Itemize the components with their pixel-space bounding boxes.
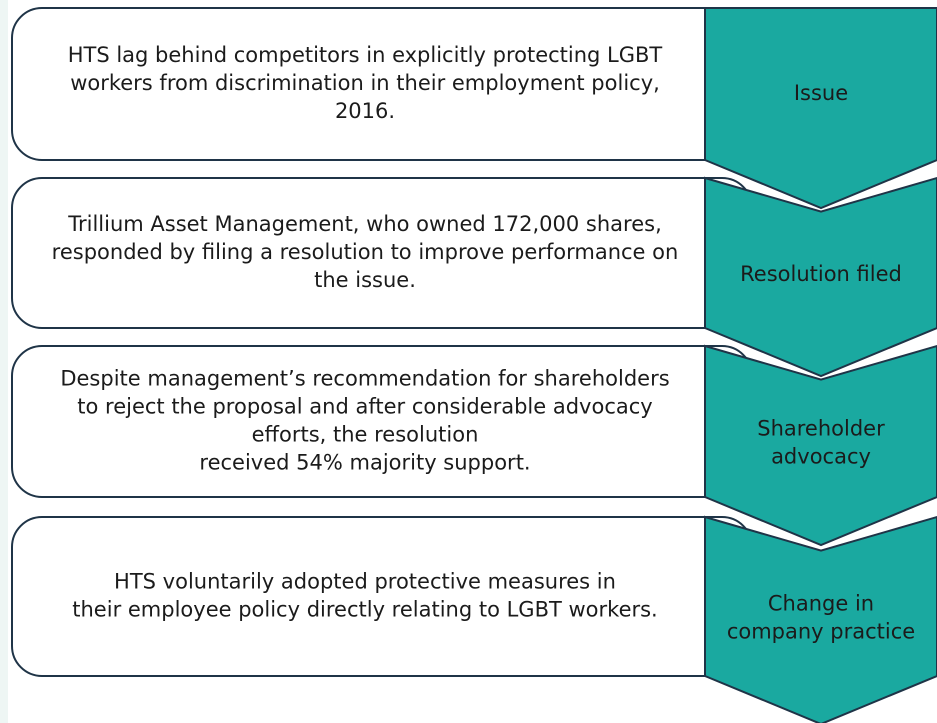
step-label: Issue (794, 81, 848, 105)
step-text: efforts, the resolution (252, 423, 479, 447)
step-label: advocacy (771, 445, 871, 469)
step-text: the issue. (314, 268, 416, 292)
step-box (11, 516, 753, 677)
edge-strip (0, 0, 8, 723)
step-label: company practice (727, 620, 915, 644)
step-text: workers from discrimination in their emp… (70, 71, 660, 95)
step-chevron (704, 176, 937, 378)
step-text: Trillium Asset Management, who owned 172… (67, 212, 662, 236)
step-text: 2016. (335, 99, 395, 123)
step-label: Change in (768, 592, 874, 616)
step-text: to reject the proposal and after conside… (77, 395, 652, 419)
step-text: received 54% majority support. (199, 451, 530, 475)
step-text: responded by filing a resolution to impr… (52, 240, 679, 264)
step-text: HTS lag behind competitors in explicitly… (68, 43, 663, 67)
step-label: Resolution filed (740, 262, 902, 286)
step-chevron (704, 344, 937, 547)
step-chevron (704, 7, 937, 210)
step-text: their employee policy directly relating … (72, 598, 657, 622)
step-text: HTS voluntarily adopted protective measu… (114, 570, 616, 594)
step-chevron (704, 515, 937, 723)
step-text: Despite management’s recommendation for … (60, 367, 669, 391)
step-label: Shareholder (757, 417, 885, 441)
